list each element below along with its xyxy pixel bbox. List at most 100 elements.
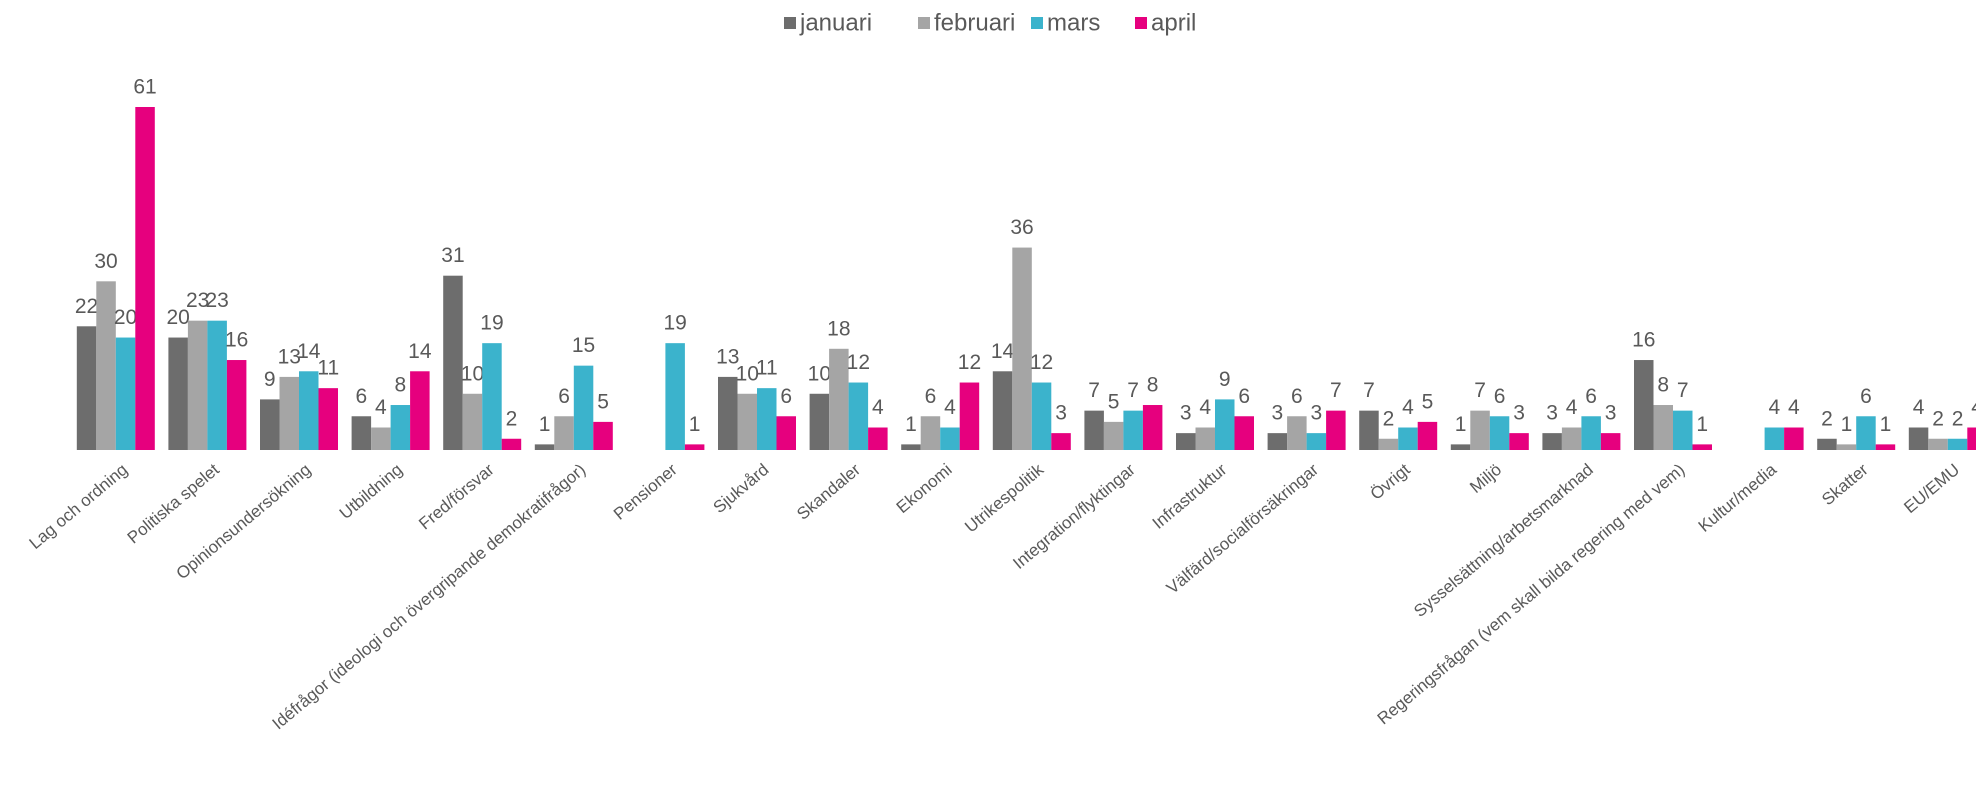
value-label: 19	[663, 312, 686, 335]
value-label: 10	[461, 362, 484, 385]
value-label: 6	[780, 385, 792, 408]
value-label: 2	[1932, 407, 1944, 430]
value-label: 3	[1546, 402, 1558, 425]
bar	[1450, 444, 1471, 450]
value-label: 3	[1311, 402, 1323, 425]
bar	[1561, 427, 1582, 450]
bar	[351, 416, 372, 450]
bar	[1817, 438, 1837, 450]
bar	[1634, 360, 1654, 450]
x-tick-label: Skatter	[1818, 460, 1872, 509]
value-label: 11	[756, 357, 778, 380]
bar	[554, 416, 574, 450]
bar	[1581, 416, 1601, 450]
value-label: 15	[572, 334, 595, 357]
bar	[1359, 410, 1379, 450]
legend-label: januari	[799, 9, 872, 36]
x-tick-label: Sysselsättning/arbetsmarknad	[1410, 460, 1597, 621]
x-tick-label: Infrastruktur	[1149, 460, 1231, 533]
value-label: 4	[1402, 396, 1414, 419]
bar	[1836, 444, 1857, 450]
bar	[1398, 427, 1418, 450]
value-label: 4	[1566, 396, 1578, 419]
value-label: 5	[1108, 390, 1120, 413]
x-tick-label: Kultur/media	[1695, 460, 1781, 536]
bar	[757, 388, 777, 450]
value-label: 10	[808, 362, 831, 385]
bar	[96, 281, 116, 450]
x-tick-label: Övrigt	[1367, 460, 1414, 504]
bar	[593, 421, 613, 450]
x-tick-label: Idéfrågor (ideologi och övergripande dem…	[269, 460, 590, 733]
value-label: 8	[395, 374, 407, 397]
value-label: 6	[1291, 385, 1303, 408]
bar	[1600, 433, 1621, 450]
bar	[534, 444, 555, 450]
bar	[1103, 421, 1124, 450]
value-label: 12	[958, 351, 981, 374]
bar	[1947, 438, 1968, 450]
value-label: 11	[317, 357, 339, 380]
value-label: 10	[736, 362, 759, 385]
value-label: 7	[1363, 379, 1375, 402]
bar	[940, 427, 960, 450]
bar	[809, 393, 830, 450]
bar	[443, 275, 463, 450]
value-label: 1	[1455, 413, 1467, 436]
x-tick-label: Sjukvård	[710, 460, 773, 517]
bar	[168, 337, 188, 450]
value-label: 4	[375, 396, 387, 419]
bar	[868, 427, 888, 450]
value-label: 36	[1010, 216, 1033, 239]
value-label: 4	[1913, 396, 1925, 419]
bar	[1692, 444, 1712, 450]
value-label: 14	[991, 340, 1015, 363]
value-label: 61	[133, 76, 156, 99]
bar	[1306, 433, 1327, 450]
value-label: 3	[1605, 402, 1617, 425]
bar	[959, 382, 980, 450]
bar	[371, 427, 391, 450]
value-label: 4	[1788, 396, 1800, 419]
bar	[665, 343, 685, 450]
value-label: 3	[1513, 402, 1525, 425]
bar	[573, 365, 594, 450]
bar	[1417, 421, 1438, 450]
bar	[187, 320, 208, 450]
x-tick-label: EU/EMU	[1900, 460, 1963, 517]
bar	[776, 416, 796, 450]
bar	[1084, 410, 1104, 450]
value-label: 20	[114, 306, 137, 329]
bar	[1856, 416, 1876, 450]
value-label: 13	[278, 345, 301, 368]
value-label: 9	[264, 368, 276, 391]
value-label: 8	[1657, 374, 1669, 397]
bar	[1378, 438, 1399, 450]
legend-swatch	[1135, 17, 1147, 29]
value-label: 19	[480, 312, 503, 335]
value-label: 12	[847, 351, 870, 374]
legend-swatch	[784, 17, 796, 29]
bar	[226, 360, 247, 450]
value-label: 13	[716, 345, 739, 368]
bar	[1267, 433, 1288, 450]
bar	[390, 405, 411, 450]
value-label: 7	[1127, 379, 1139, 402]
value-label: 4	[1971, 396, 1976, 419]
legend-label: april	[1151, 9, 1196, 36]
bar	[901, 444, 921, 450]
bar	[1142, 405, 1163, 450]
bar	[1784, 427, 1804, 450]
bar	[482, 343, 502, 450]
legend-swatch	[1031, 17, 1043, 29]
bar	[318, 388, 338, 450]
bar	[1234, 416, 1254, 450]
value-label: 4	[1769, 396, 1781, 419]
value-label: 12	[1030, 351, 1053, 374]
bar	[279, 376, 299, 450]
value-label: 16	[1632, 329, 1655, 352]
bar	[1542, 433, 1562, 450]
bar	[1215, 399, 1235, 450]
